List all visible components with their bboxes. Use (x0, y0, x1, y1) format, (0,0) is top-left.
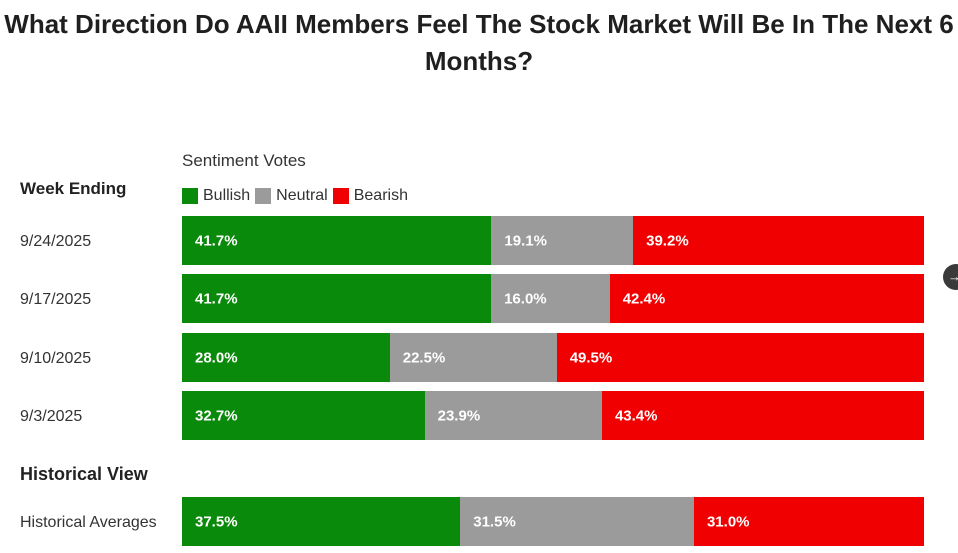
historical-stacked-bar: 37.5% 31.5% 31.0% (182, 497, 924, 546)
chart-subtitle: Sentiment Votes (182, 151, 306, 170)
data-label-neutral: 22.5% (402, 349, 446, 366)
historical-row-label: Historical Averages (20, 514, 157, 531)
historical-view-heading: Historical View (20, 464, 148, 484)
legend-swatch-bullish (182, 188, 198, 204)
data-label-bullish: 41.7% (195, 232, 238, 249)
data-label-neutral: 19.1% (504, 232, 547, 249)
data-label-bullish: 32.7% (195, 407, 238, 424)
data-label-bullish: 28.0% (195, 349, 238, 366)
bar-segment-neutral: 31.5% (460, 497, 694, 546)
bar-segment-bullish: 41.7% (182, 216, 492, 265)
stacked-bar: 41.7% 16.0% 42.4% (182, 274, 924, 323)
legend-item-bullish: Bullish (182, 187, 250, 205)
bar-segment-bullish: 41.7% (182, 274, 492, 323)
legend-label-bearish: Bearish (353, 187, 408, 204)
bar-segment-neutral: 23.9% (424, 391, 602, 440)
data-label-bearish: 49.5% (569, 349, 613, 366)
legend: Bullish Neutral Bearish (182, 187, 413, 205)
bar-segment-neutral: 22.5% (389, 333, 557, 382)
legend-item-bearish: Bearish (332, 187, 408, 205)
arrow-right-icon[interactable]: → (943, 264, 958, 290)
stacked-bar: 41.7% 19.1% 39.2% (182, 216, 924, 265)
data-label-neutral: 16.0% (504, 290, 547, 307)
row-label: 9/24/2025 (20, 233, 92, 250)
data-label-bullish: 41.7% (195, 290, 238, 307)
data-label-bearish: 39.2% (646, 232, 689, 249)
bar-segment-bearish: 39.2% (633, 216, 924, 265)
row-label: 9/17/2025 (20, 291, 92, 308)
data-label-bearish: 31.0% (706, 513, 750, 530)
week-ending-heading: Week Ending (20, 179, 127, 198)
bar-segment-neutral: 16.0% (491, 274, 610, 323)
bar-segment-bearish: 42.4% (609, 274, 924, 323)
bar-segment-bearish: 49.5% (556, 333, 924, 382)
bar-segment-neutral: 19.1% (491, 216, 634, 265)
stacked-bar: 28.0% 22.5% 49.5% (182, 333, 924, 382)
data-label-bullish: 37.5% (195, 513, 238, 530)
data-label-bearish: 43.4% (614, 407, 658, 424)
stacked-bar: 32.7% 23.9% 43.4% (182, 391, 924, 440)
legend-label-bullish: Bullish (203, 187, 251, 204)
bar-segment-bullish: 32.7% (182, 391, 425, 440)
row-label: 9/3/2025 (20, 408, 83, 425)
bar-segment-bearish: 43.4% (601, 391, 924, 440)
legend-label-neutral: Neutral (276, 187, 328, 204)
legend-swatch-neutral (255, 188, 272, 204)
bar-segment-bullish: 37.5% (182, 497, 461, 546)
row-label: 9/10/2025 (20, 350, 92, 367)
data-label-neutral: 31.5% (473, 513, 516, 530)
legend-swatch-bearish (332, 188, 349, 204)
bar-segment-bearish: 31.0% (693, 497, 924, 546)
bar-segment-bullish: 28.0% (182, 333, 390, 382)
chart-title: What Direction Do AAII Members Feel The … (4, 9, 954, 76)
data-label-bearish: 42.4% (622, 290, 666, 307)
data-label-neutral: 23.9% (437, 407, 481, 424)
legend-item-neutral: Neutral (255, 187, 328, 205)
